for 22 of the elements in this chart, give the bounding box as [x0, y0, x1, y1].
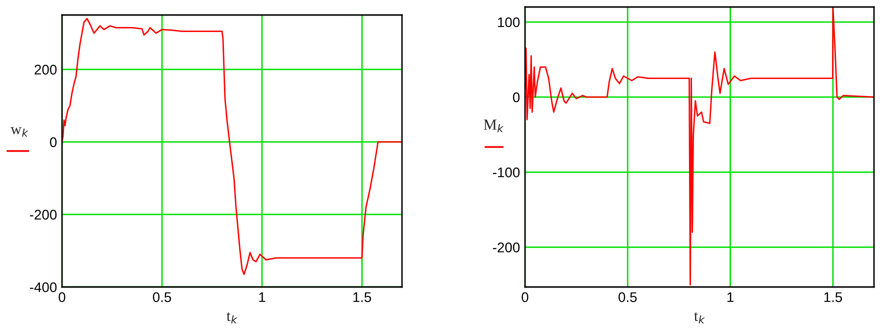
y-tick-label: 0 — [50, 137, 57, 148]
x-tick-label: 1 — [727, 292, 734, 302]
x-tick-label: 0.5 — [618, 292, 637, 302]
x-tick-label: 1.5 — [353, 292, 372, 302]
x-tick-label: 0 — [522, 292, 528, 302]
x-tick-label: 0 — [58, 292, 66, 302]
y-tick-label: 200 — [34, 64, 57, 75]
line-series — [525, 7, 874, 286]
line-series — [62, 18, 402, 275]
x-tick-label: 1 — [259, 292, 266, 302]
y-tick-label: 100 — [498, 17, 520, 28]
x-axis-title: t$_{k}$ — [226, 312, 238, 324]
y-tick-label: -200 — [492, 242, 520, 252]
y-tick-label: 0 — [512, 92, 520, 102]
y-tick-label: -400 — [30, 282, 57, 292]
y-tick-label: -200 — [30, 210, 57, 220]
x-tick-label: 1.5 — [824, 292, 842, 302]
y-axis-title: w$_{k}$ — [10, 127, 28, 137]
y-tick-label: -100 — [492, 167, 520, 178]
x-axis-title: t$_{k}$ — [694, 312, 705, 324]
x-tick-label: 0.5 — [152, 292, 172, 302]
y-axis-title: M$_{k}$ — [484, 120, 504, 132]
